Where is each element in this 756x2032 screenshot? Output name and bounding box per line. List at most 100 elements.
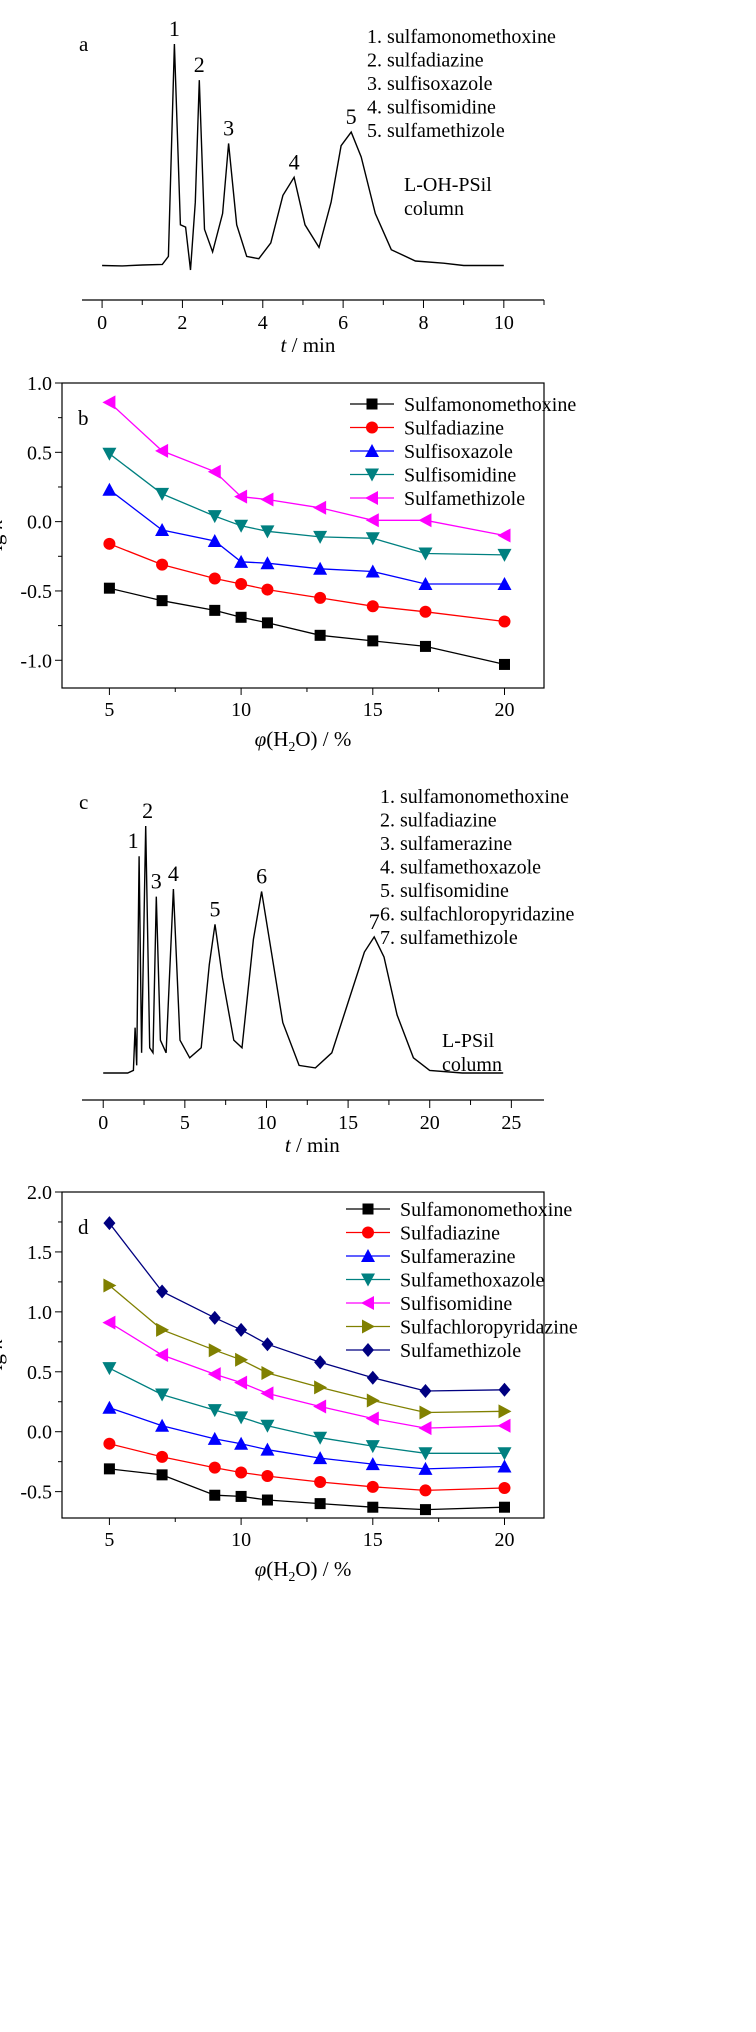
column-note: column <box>404 198 464 220</box>
data-point <box>418 1421 432 1436</box>
data-point <box>209 1489 221 1501</box>
data-point <box>156 1469 168 1481</box>
legend-label: Sulfamonomethoxine <box>404 394 576 416</box>
data-point <box>207 1404 222 1418</box>
data-point <box>234 554 249 568</box>
data-point <box>314 629 326 641</box>
panel-letter: d <box>78 1215 89 1239</box>
data-point <box>419 640 431 652</box>
x-tick-label: 10 <box>494 312 514 334</box>
peak-label: 7 <box>369 909 380 934</box>
x-tick-label: 20 <box>494 699 514 721</box>
x-tick-label: 2 <box>177 312 187 334</box>
data-point <box>208 1310 221 1325</box>
legend-entry: 4. sulfamethoxazole <box>380 857 541 879</box>
x-axis-title: φ(H2O) / % <box>255 727 352 755</box>
data-point <box>365 532 380 546</box>
lgk-panel-b: 5 10 15 20 1.0 0.5 0.0 -0.5 -1.0 φ(H2O) / % lg k b S… <box>0 373 576 755</box>
peak-label: 2 <box>142 798 153 823</box>
y-tick-label: 1.0 <box>27 373 52 395</box>
data-point <box>155 487 170 501</box>
data-point <box>208 1343 222 1358</box>
peak-label: 1 <box>169 16 180 41</box>
legend-entry: 1. sulfamonomethoxine <box>367 26 556 48</box>
y-tick-label: 1.5 <box>27 1242 52 1264</box>
data-point <box>207 534 222 548</box>
data-point <box>314 591 327 604</box>
y-axis-title-k: k <box>0 519 7 529</box>
panel-letter: a <box>79 32 89 56</box>
data-point <box>102 395 116 410</box>
series-line-sulfadiazine <box>109 1443 505 1492</box>
x-tick-label: 0 <box>97 312 107 334</box>
data-point <box>313 1431 328 1445</box>
data-point <box>314 1380 328 1395</box>
data-point <box>156 558 169 571</box>
data-point <box>261 583 274 596</box>
legend-label: Sulfamonomethoxine <box>400 1199 572 1221</box>
data-point <box>156 1322 170 1337</box>
data-point <box>234 1411 249 1425</box>
data-point <box>103 1216 116 1231</box>
chromatogram-trace <box>103 825 504 1074</box>
y-tick-label: 1.0 <box>27 1302 52 1324</box>
y-tick-label: 2.0 <box>27 1182 52 1204</box>
legend-marker <box>361 1296 374 1310</box>
data-point <box>102 1400 117 1414</box>
x-axis-title-part: (H <box>266 1557 288 1581</box>
data-point <box>498 1501 510 1513</box>
data-point <box>418 577 433 591</box>
x-axis-title-unit: / min <box>286 333 336 357</box>
data-point <box>234 1375 248 1390</box>
x-axis-title-italic: t <box>281 333 288 357</box>
legend-label: Sulfisomidine <box>400 1293 512 1315</box>
legend-label: Sulfamethizole <box>400 1340 521 1362</box>
data-point <box>418 547 433 561</box>
data-point <box>261 1365 275 1380</box>
data-point <box>419 605 432 618</box>
data-point <box>235 578 248 591</box>
data-point <box>497 548 512 562</box>
legend-entry: 5. sulfamethizole <box>367 120 505 142</box>
legend-label: Sulfamerazine <box>400 1246 516 1268</box>
x-axis-title-subscript: 2 <box>288 1570 295 1585</box>
data-point <box>365 1457 380 1471</box>
y-tick-label: 0.0 <box>27 1422 52 1444</box>
x-axis-title: t / min <box>285 1133 340 1157</box>
data-point <box>419 1484 432 1497</box>
data-point <box>260 1386 274 1401</box>
legend-marker <box>365 491 378 505</box>
series-line-sulfamonomethoxine <box>109 587 505 666</box>
data-point <box>207 464 221 479</box>
data-point <box>103 1463 115 1475</box>
data-point <box>155 1418 170 1432</box>
data-point <box>419 1504 431 1516</box>
chromatogram-trace <box>102 43 504 271</box>
data-point <box>260 1419 275 1433</box>
legend-label: Sulfadiazine <box>400 1223 500 1245</box>
x-tick-label: 5 <box>180 1112 190 1134</box>
data-point <box>498 1382 511 1397</box>
data-point <box>235 1490 247 1502</box>
y-axis-title-k: k <box>0 1339 7 1349</box>
data-point <box>234 519 249 533</box>
panel-letter: c <box>79 790 88 814</box>
data-point <box>234 489 248 504</box>
y-tick-label: 0.0 <box>27 512 52 534</box>
series-line-sulfamerazine <box>109 1407 505 1470</box>
data-point <box>498 1482 511 1495</box>
data-point <box>498 658 510 670</box>
x-axis-title: φ(H2O) / % <box>255 1557 352 1585</box>
data-point <box>209 604 221 616</box>
data-point <box>419 1405 433 1420</box>
data-point <box>497 1418 511 1433</box>
x-tick-label: 6 <box>338 312 348 334</box>
plot-frame <box>61 382 545 689</box>
column-note: column <box>442 1054 502 1076</box>
legend-marker <box>366 421 378 434</box>
legend-label: Sulfisoxazole <box>404 441 513 463</box>
x-axis-title-subscript: 2 <box>288 740 295 755</box>
column-note: L-OH-PSil <box>404 174 492 196</box>
